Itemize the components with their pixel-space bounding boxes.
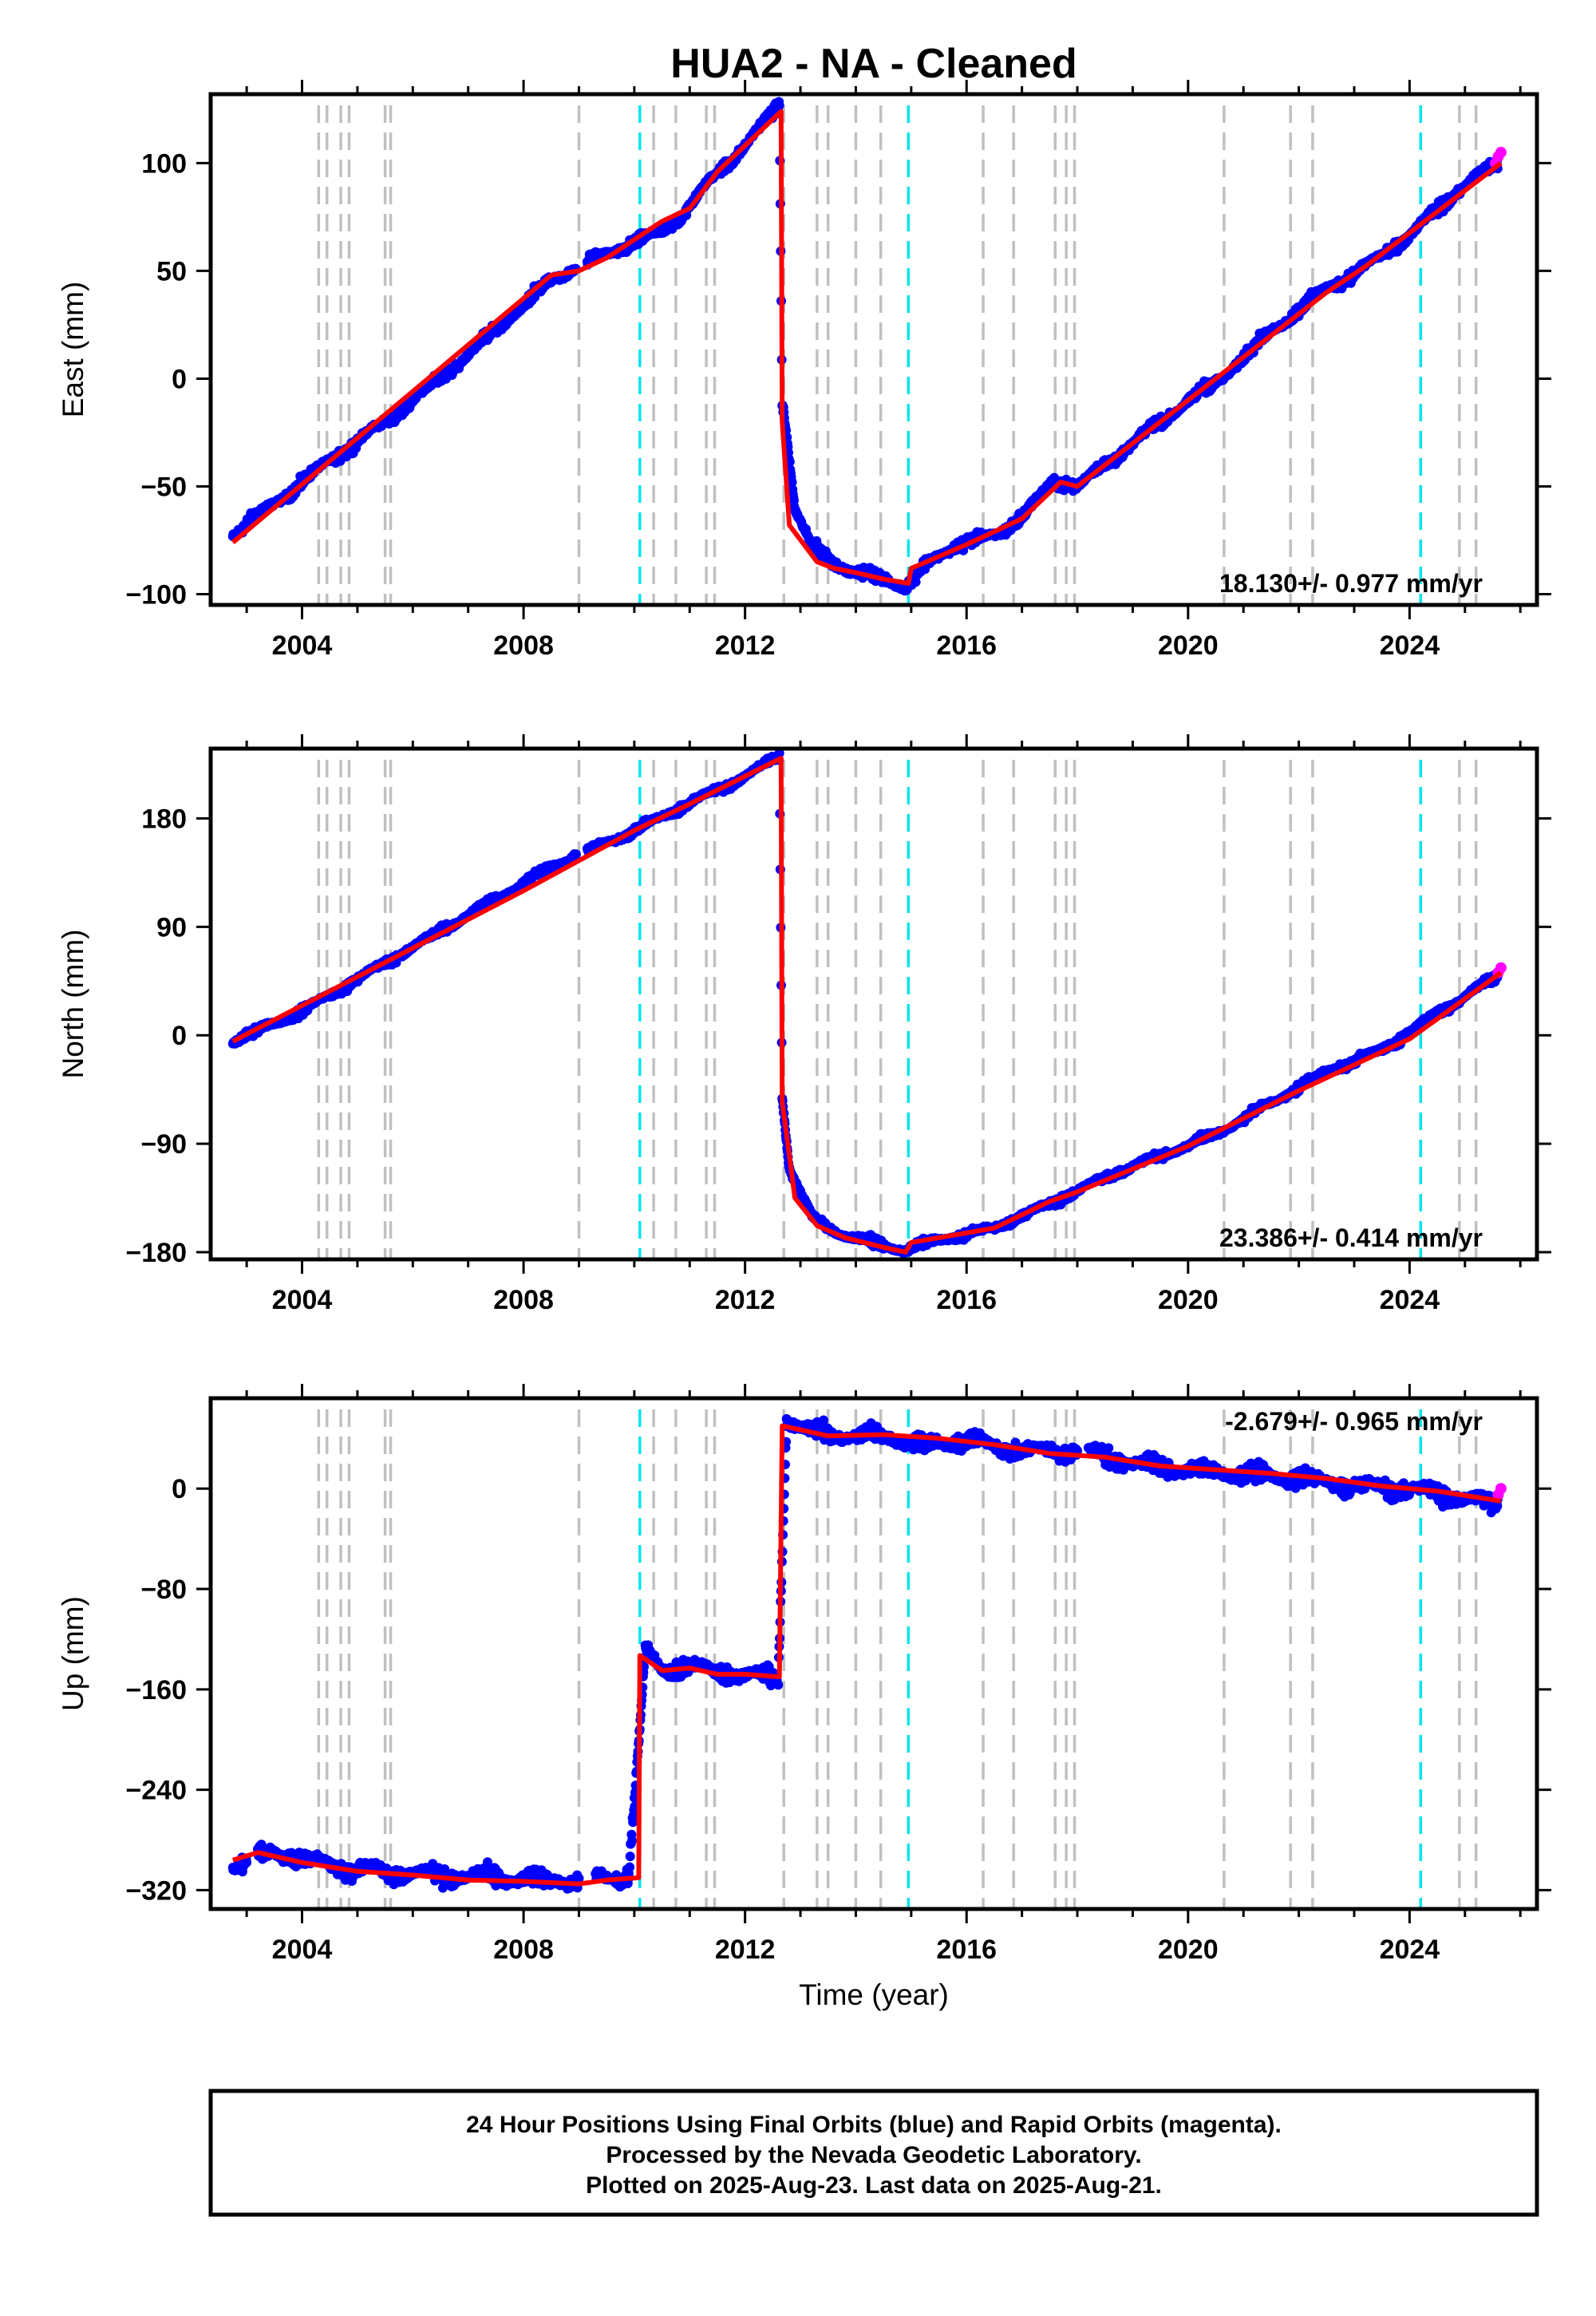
rapid-orbit-points xyxy=(1490,146,1507,169)
plot-area xyxy=(211,749,1537,1259)
plot-content xyxy=(227,97,1507,605)
velocity-annotation: 18.130+/- 0.977 mm/yr xyxy=(1219,569,1483,598)
data-point xyxy=(787,477,797,488)
y-tick-label: 50 xyxy=(156,256,187,287)
y-tick-label: 100 xyxy=(141,148,187,179)
y-tick-label: −50 xyxy=(140,472,187,502)
data-point xyxy=(774,100,784,110)
data-point xyxy=(911,577,921,587)
x-tick-label: 2004 xyxy=(272,630,333,661)
x-tick-label: 2008 xyxy=(493,630,554,661)
x-tick-label: 2024 xyxy=(1380,630,1440,661)
figure-title: HUA2 - NA - Cleaned xyxy=(670,41,1077,87)
data-point xyxy=(571,849,581,860)
plot-content xyxy=(227,749,1507,1259)
east-panel: 2004 2008 2012 2016 2020 2024 100 50 0 −50 −100 Eas… xyxy=(57,80,1551,661)
x-tick-label: 2020 xyxy=(1158,630,1219,661)
y-tick-label: 0 xyxy=(172,364,187,394)
rapid-data-point xyxy=(1495,146,1507,158)
x-tick-label: 2012 xyxy=(715,630,776,661)
north-panel: 2004 2008 2012 2016 2020 2024180900−90−180Nor… xyxy=(57,734,1551,1315)
y-tick-label: −100 xyxy=(125,579,187,610)
x-tick-label: 2016 xyxy=(936,630,997,661)
model-fit-line xyxy=(231,109,1503,586)
data-point xyxy=(774,749,784,758)
plot-area xyxy=(211,94,1537,605)
plot-frame xyxy=(208,92,1539,607)
y-axis-label: East (mm) xyxy=(57,282,89,418)
